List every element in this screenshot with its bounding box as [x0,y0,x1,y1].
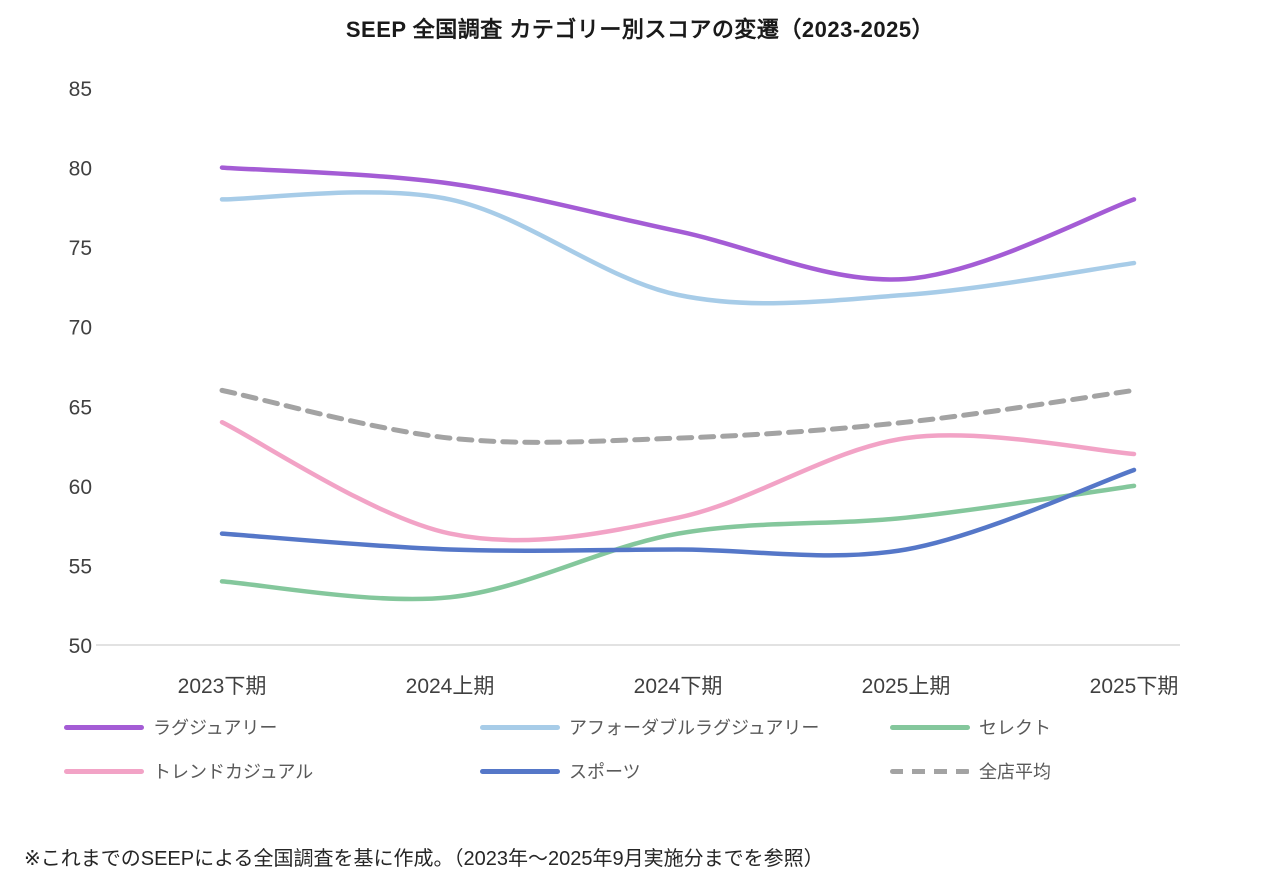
series-line-2 [219,483,1137,602]
legend-row: ラグジュアリー アフォーダブルラグジュアリー セレクト [64,712,1240,742]
series-line-0 [219,165,1137,282]
legend-item: セレクト [890,714,1240,740]
y-tick-label: 85 [69,78,92,101]
legend-line-swatch [64,768,144,774]
legend-label: トレンドカジュアル [153,762,314,782]
series-line-5 [219,387,1137,445]
legend-item: アフォーダブルラグジュアリー [480,714,890,740]
legend-line-swatch [890,724,970,730]
y-tick-label: 50 [69,635,92,658]
y-tick-label: 55 [69,555,92,578]
legend-item: ラグジュアリー [64,714,480,740]
footnote: ※これまでのSEEPによる全国調査を基に作成。（2023年〜2025年9月実施分… [24,848,824,870]
series-line-3 [219,419,1137,543]
chart-legend: ラグジュアリー アフォーダブルラグジュアリー セレクトトレンドカジュアル スポーツ 全店… [64,712,1240,800]
y-tick-label: 75 [69,237,92,260]
legend-item: スポーツ [480,758,890,784]
y-tick-label: 80 [69,158,92,181]
y-tick-label: 70 [69,317,92,340]
y-tick-label: 65 [69,396,92,419]
series-line-1 [219,190,1137,306]
x-category-label: 2023下期 [178,675,267,698]
chart-title: SEEP 全国調査 カテゴリー別スコアの変遷（2023-2025） [345,17,935,42]
legend-row: トレンドカジュアル スポーツ 全店平均 [64,756,1240,786]
x-category-label: 2024下期 [634,675,723,698]
series-line-4 [219,467,1137,558]
x-category-label: 2024上期 [406,675,495,698]
legend-line-swatch [480,724,560,730]
x-category-label: 2025下期 [1090,675,1179,698]
line-chart-canvas: 50 55 60 65 70 75 80 85 2023下期 2024上期 2024下期 2025上期… [69,78,1180,698]
legend-line-swatch [64,724,144,730]
legend-line-swatch [480,768,560,774]
legend-label: 全店平均 [979,762,1051,782]
legend-item: 全店平均 [890,758,1240,784]
legend-label: セレクト [979,718,1051,738]
legend-label: アフォーダブルラグジュアリー [569,718,820,738]
legend-dashed-line-swatch [890,768,970,774]
y-tick-label: 60 [69,476,92,499]
legend-label: スポーツ [569,762,641,782]
x-category-label: 2025上期 [862,675,951,698]
legend-label: ラグジュアリー [153,718,278,738]
legend-item: トレンドカジュアル [64,758,480,784]
